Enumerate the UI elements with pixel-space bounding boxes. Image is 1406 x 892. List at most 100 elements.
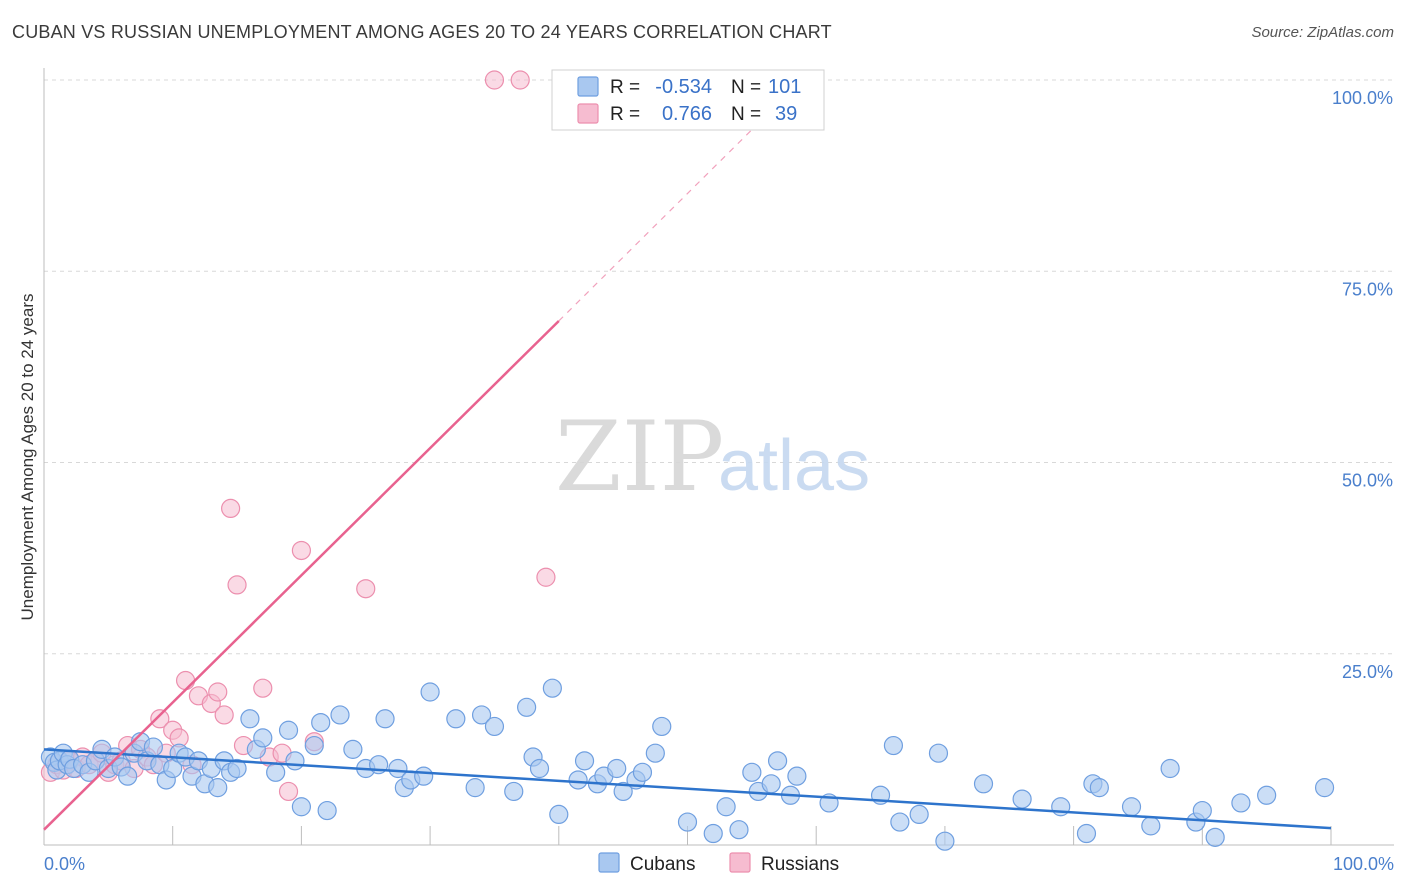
chart-source: Source: ZipAtlas.com — [1251, 24, 1394, 41]
watermark: ZIP atlas — [555, 401, 870, 513]
y-tick-label: 75.0% — [1342, 279, 1393, 299]
cubans-point — [1012, 789, 1032, 809]
cubans-point — [883, 735, 904, 756]
cubans-point — [607, 758, 627, 779]
legend-cubans-n-label: N = — [731, 77, 761, 98]
cubans-point — [253, 728, 273, 748]
russians-point — [510, 70, 530, 90]
cubans-point — [420, 682, 440, 702]
cubans-point — [517, 697, 537, 717]
y-tick-label: 50.0% — [1342, 471, 1393, 491]
y-tick-label: 100.0% — [1332, 88, 1393, 108]
cubans-point — [388, 758, 408, 779]
legend-cubans-r-label: R = — [610, 77, 640, 98]
cubans-point — [1314, 778, 1335, 798]
cubans-point — [446, 709, 466, 729]
legend: R = -0.534 N = 101 R = 0.766 N = 39 — [551, 69, 825, 131]
cubans-point — [1121, 797, 1142, 817]
cubans-point — [529, 758, 550, 779]
cubans-point — [317, 800, 337, 821]
russians-point — [253, 678, 273, 698]
cubans-point — [677, 812, 698, 832]
x-ticks: 0.0% 100.0% — [44, 826, 1394, 874]
cubans-point — [1160, 758, 1180, 779]
cubans-points — [40, 678, 1335, 851]
legend-cubans-r-value: -0.534 — [655, 76, 712, 98]
cubans-point — [291, 797, 311, 817]
cubans-point — [1076, 823, 1097, 844]
watermark-zip: ZIP — [555, 401, 724, 513]
legend-russians-r-label: R = — [610, 104, 640, 125]
cubans-point — [761, 774, 781, 794]
cubans-point — [973, 774, 994, 794]
cubans-point — [1192, 800, 1212, 821]
russians-point — [291, 540, 311, 561]
cubans-point — [928, 743, 949, 763]
russians-points — [40, 70, 556, 802]
cubans-point — [375, 709, 395, 729]
cubans-point — [1141, 816, 1161, 836]
cubans-point — [574, 751, 595, 771]
bottom-legend-swatch-cubans — [598, 852, 620, 873]
cubans-point — [645, 743, 665, 763]
watermark-atlas: atlas — [718, 426, 870, 506]
grid — [44, 79, 1394, 655]
cubans-point — [1205, 827, 1225, 847]
russians-point — [356, 579, 376, 599]
legend-russians-n-value: 39 — [775, 103, 797, 125]
bottom-legend-cubans: Cubans — [630, 854, 696, 875]
cubans-point — [1231, 793, 1251, 813]
cubans-point — [465, 778, 485, 798]
legend-russians-r-value: 0.766 — [662, 103, 712, 125]
cubans-point — [652, 716, 672, 737]
trend-lines — [43, 129, 1332, 831]
y-axis-title: Unemployment Among Ages 20 to 24 years — [18, 294, 37, 621]
cubans-point — [703, 823, 723, 844]
legend-swatch-russians — [577, 103, 599, 124]
cubans-point — [118, 766, 138, 786]
russians-point — [536, 567, 556, 587]
cubans-point — [549, 804, 569, 825]
cubans-point — [208, 778, 228, 798]
y-tick-labels: 25.0% 50.0% 75.0% 100.0% — [1332, 88, 1393, 682]
y-tick-label: 25.0% — [1342, 662, 1393, 682]
cubans-point — [729, 820, 749, 840]
cubans-point — [935, 831, 955, 851]
cubans-point — [613, 781, 633, 802]
cubans-point — [767, 751, 788, 771]
cubans-point — [504, 781, 524, 802]
bottom-legend-swatch-russians — [729, 852, 751, 873]
x-tick-label: 0.0% — [44, 854, 85, 874]
cubans-point — [1257, 785, 1277, 805]
legend-swatch-cubans — [577, 76, 599, 97]
legend-cubans-n-value: 101 — [768, 76, 801, 98]
cubans-point — [143, 737, 163, 757]
russians-trend-line — [43, 320, 560, 831]
cubans-point — [742, 762, 762, 782]
legend-russians-n-label: N = — [731, 104, 761, 125]
russians-trend-line-extension — [558, 129, 753, 322]
cubans-point — [568, 770, 588, 790]
russians-point — [278, 781, 299, 802]
russians-point — [208, 682, 228, 702]
russians-point — [227, 575, 247, 595]
chart-title: CUBAN VS RUSSIAN UNEMPLOYMENT AMONG AGES… — [12, 22, 832, 42]
cubans-point — [343, 739, 363, 759]
russians-point — [221, 498, 241, 518]
cubans-trend-line — [43, 748, 1332, 830]
cubans-point — [330, 705, 350, 725]
cubans-point — [240, 709, 260, 729]
cubans-point — [542, 678, 562, 698]
russians-point — [150, 709, 170, 729]
cubans-point — [1089, 778, 1109, 798]
russians-point — [214, 705, 234, 725]
cubans-point — [484, 716, 505, 737]
cubans-point — [632, 762, 653, 782]
russians-point — [484, 70, 505, 90]
cubans-point — [890, 812, 910, 832]
cubans-point — [285, 751, 305, 771]
cubans-point — [787, 766, 807, 786]
bottom-legend-russians: Russians — [761, 854, 839, 875]
cubans-point — [471, 705, 492, 725]
